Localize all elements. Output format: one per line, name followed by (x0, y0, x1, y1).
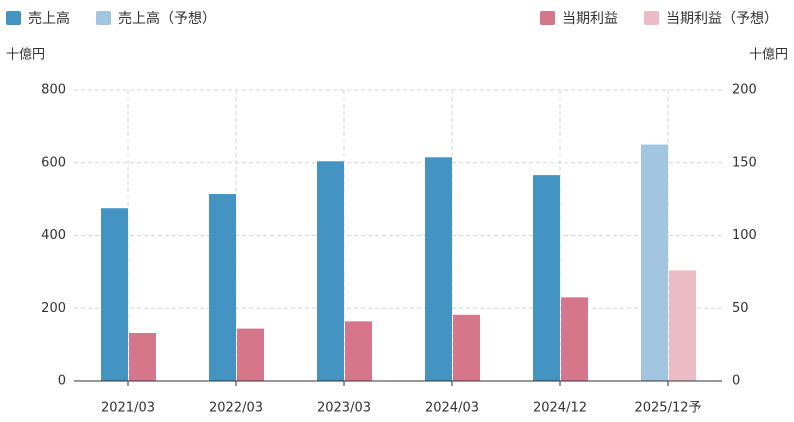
bar (561, 297, 588, 381)
legend-swatch (644, 11, 659, 25)
bar (453, 314, 480, 381)
legend-label: 当期利益 (562, 11, 618, 27)
x-tick-label: 2025/12予 (634, 401, 701, 416)
bar (317, 161, 344, 381)
y-tick-label: 0 (58, 374, 66, 389)
bar (101, 208, 128, 381)
bar (425, 157, 452, 381)
bar (345, 321, 372, 381)
y2-tick-label: 50 (732, 301, 749, 316)
y-axis-unit: 十億円 (6, 47, 45, 63)
legend-swatch (6, 11, 21, 25)
y2-tick-label: 0 (732, 374, 740, 389)
y-tick-label: 400 (41, 228, 66, 243)
x-tick-label: 2024/03 (425, 401, 479, 416)
y2-tick-label: 200 (732, 83, 757, 98)
y2-tick-label: 100 (732, 228, 757, 243)
y-tick-label: 200 (41, 301, 66, 316)
bar (641, 144, 668, 381)
x-tick-label: 2024/12 (533, 401, 587, 416)
x-tick-label: 2023/03 (317, 401, 371, 416)
bar (237, 328, 264, 381)
legend-swatch (96, 11, 111, 25)
bar (669, 270, 696, 381)
x-tick-label: 2021/03 (101, 401, 155, 416)
y-tick-label: 600 (41, 155, 66, 170)
bar (209, 194, 236, 381)
y-tick-label: 800 (41, 83, 66, 98)
legend-label: 売上高 (28, 10, 70, 27)
bar (533, 175, 560, 381)
bar (129, 332, 156, 381)
legend-swatch (540, 11, 555, 25)
x-tick-label: 2022/03 (209, 401, 263, 416)
y2-axis-unit: 十億円 (749, 47, 788, 63)
legend-label: 当期利益（予想） (666, 11, 778, 27)
legend-label: 売上高（予想） (118, 10, 216, 27)
y2-tick-label: 150 (732, 155, 757, 170)
